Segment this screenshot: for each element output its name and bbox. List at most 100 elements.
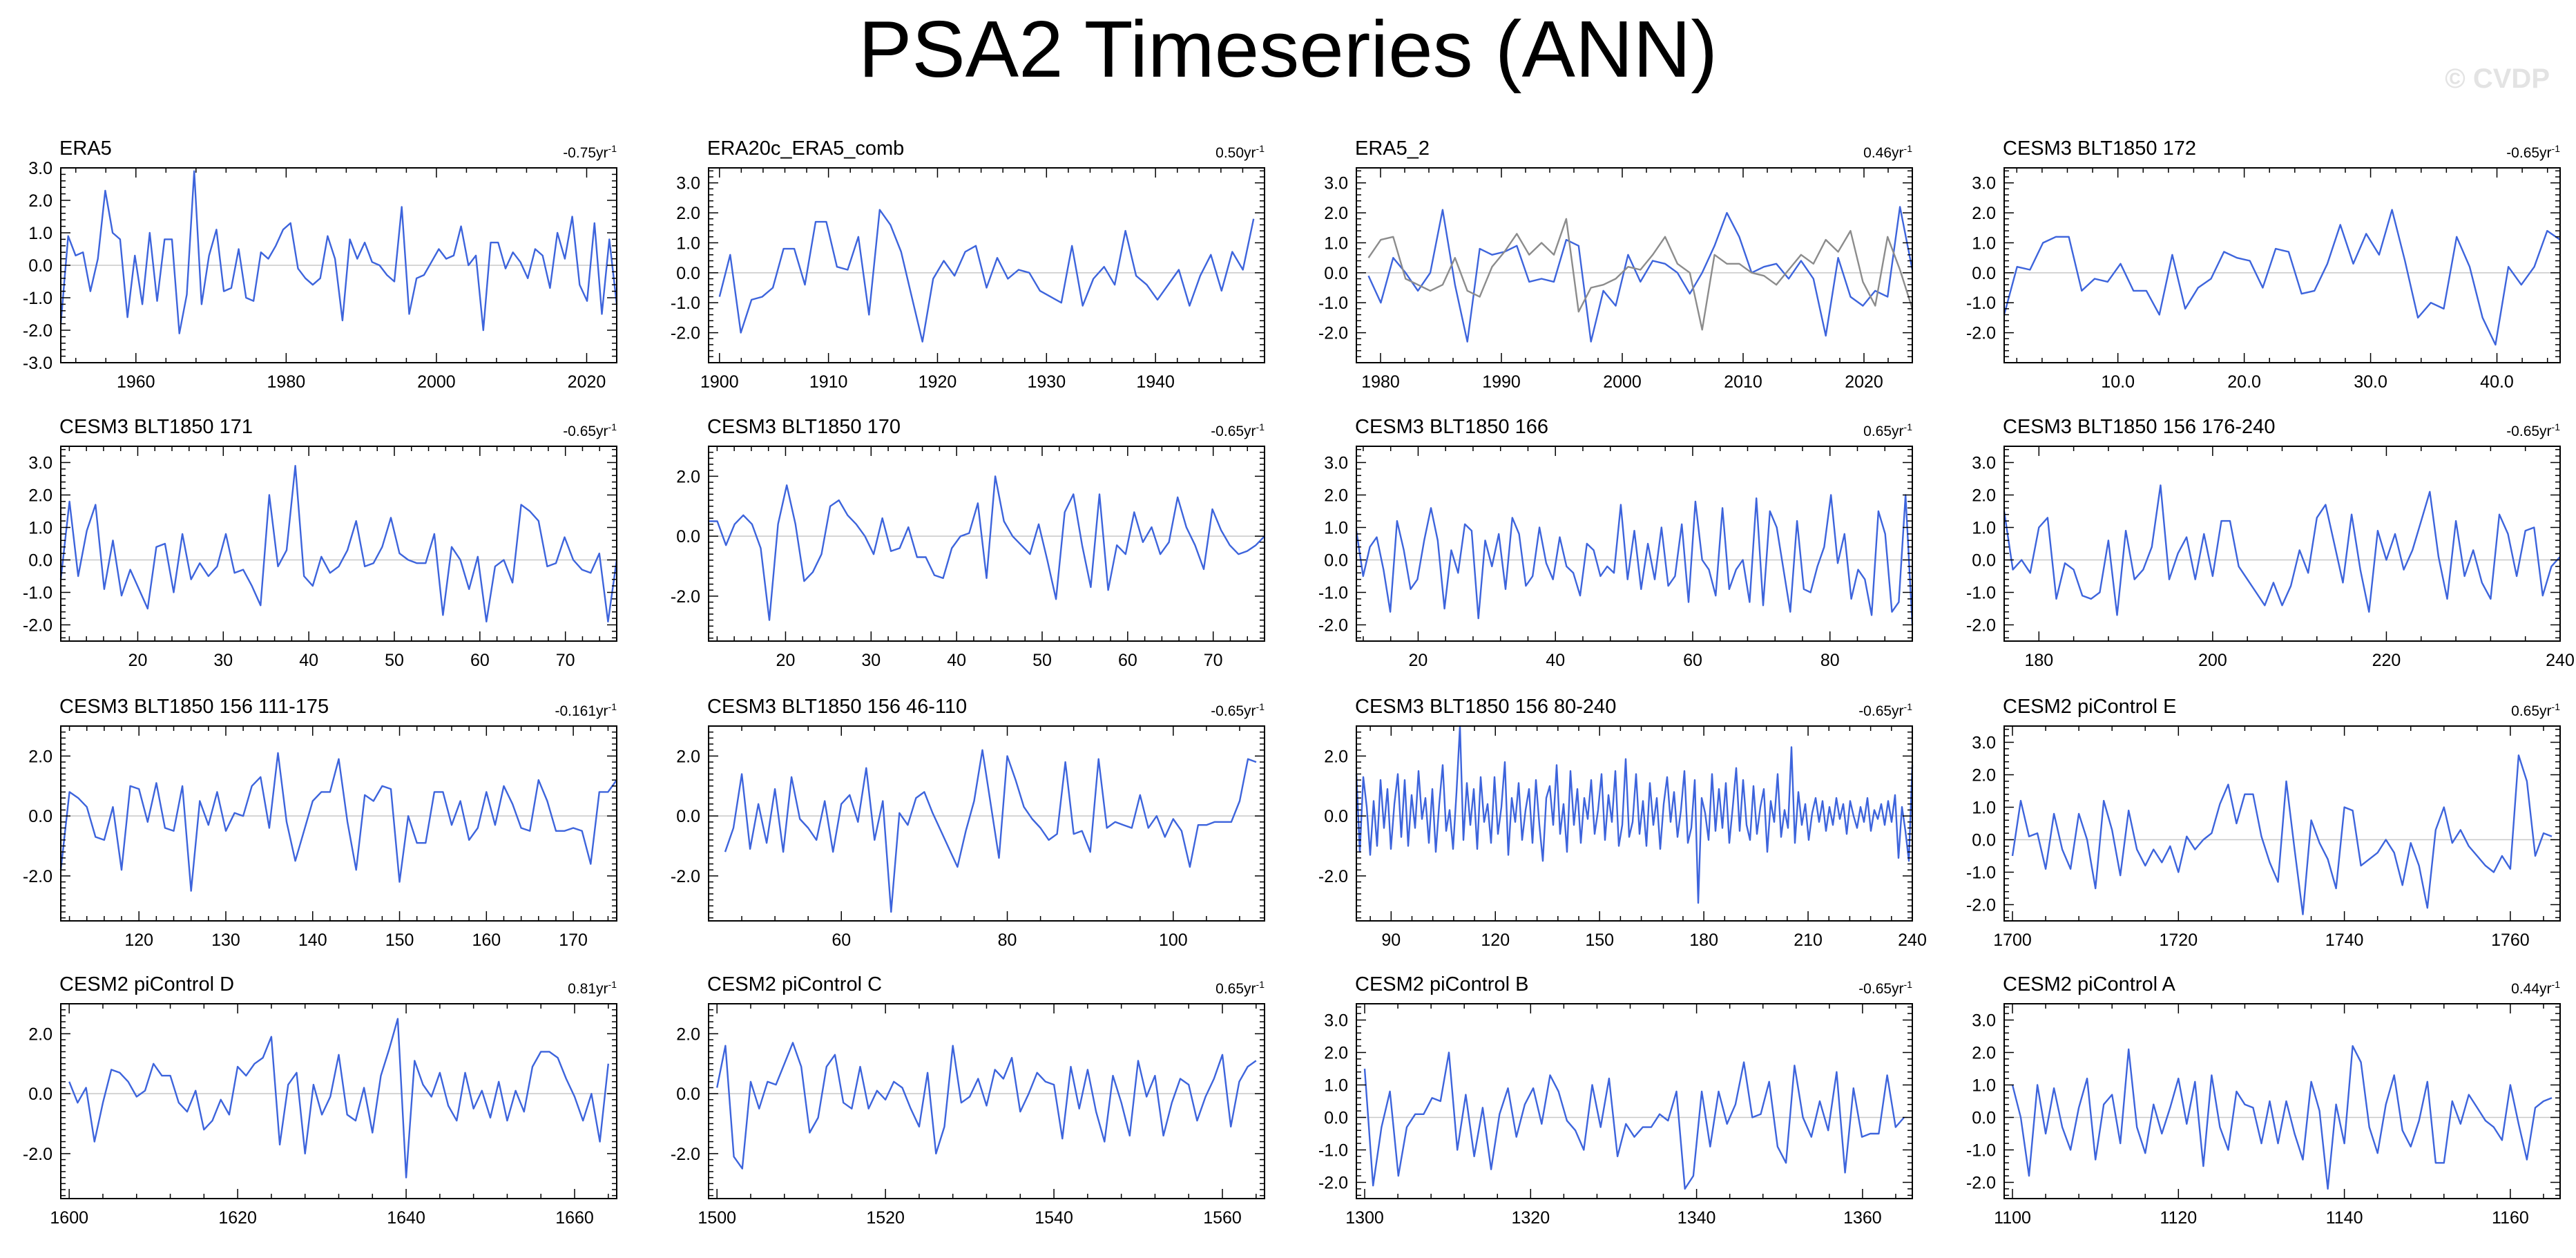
y-tick-label: 1.0 bbox=[28, 519, 52, 538]
y-tick-label: -2.0 bbox=[1318, 867, 1348, 886]
chart-title: CESM3 BLT1850 156 46-110 bbox=[707, 696, 968, 718]
x-tick-label: 30 bbox=[213, 651, 233, 670]
series-line bbox=[2003, 209, 2561, 346]
plot-frame bbox=[1356, 725, 1913, 922]
series-line bbox=[2011, 1045, 2553, 1190]
page-title: PSA2 Timeseries (ANN) bbox=[858, 4, 1718, 94]
x-tick-label: 70 bbox=[1204, 651, 1223, 670]
trend-value: 0.81yr bbox=[568, 981, 608, 997]
trend-label: 0.44yr-1 bbox=[2511, 979, 2560, 998]
x-tick-label: 220 bbox=[2372, 651, 2401, 670]
y-tick-label: 3.0 bbox=[1972, 1011, 1996, 1031]
x-tick-label: 1120 bbox=[2160, 1208, 2197, 1228]
x-tick-label: 60 bbox=[1118, 651, 1137, 670]
x-tick-label: 1700 bbox=[1993, 931, 2032, 950]
plot-frame bbox=[2003, 725, 2561, 922]
y-tick-label: -1.0 bbox=[23, 289, 52, 308]
y-tick-label: 3.0 bbox=[1972, 734, 1996, 753]
trend-exponent: -1 bbox=[2551, 979, 2560, 990]
x-tick-label: 20.0 bbox=[2227, 372, 2261, 392]
x-tick-label: 1900 bbox=[700, 372, 739, 392]
y-tick-label: 3.0 bbox=[28, 159, 52, 178]
plot-frame bbox=[708, 446, 1265, 642]
series-line bbox=[1367, 206, 1914, 343]
x-tick-label: 40 bbox=[299, 651, 318, 670]
y-tick-label: -2.0 bbox=[1966, 324, 1996, 343]
trend-value: -0.65yr bbox=[2506, 145, 2552, 161]
plot-frame bbox=[60, 1003, 617, 1199]
chart-svg: 180 200 220 240 -2.0 -1.0 0.0 1.0 2.0 3.0 bbox=[1966, 446, 2575, 670]
series-line bbox=[59, 752, 617, 892]
trend-label: -0.161yr-1 bbox=[555, 701, 617, 720]
y-tick-label: 3.0 bbox=[28, 454, 52, 473]
y-tick-label: 1.0 bbox=[1324, 234, 1348, 253]
chart-panel-cesm3-blt1850-156-46-110: CESM3 BLT1850 156 46-110 -0.65yr-1 60 80 100… bbox=[671, 696, 1265, 950]
series-line bbox=[724, 749, 1257, 913]
x-tick-label: 20 bbox=[776, 651, 796, 670]
trend-exponent: -1 bbox=[2551, 421, 2560, 432]
y-tick-label: 2.0 bbox=[1324, 486, 1348, 506]
plot-frame bbox=[1356, 167, 1913, 363]
trend-value: 0.65yr bbox=[1215, 981, 1256, 997]
trend-label: -0.65yr-1 bbox=[1211, 421, 1265, 440]
x-tick-label: 40 bbox=[947, 651, 966, 670]
x-tick-label: 1990 bbox=[1482, 372, 1521, 392]
x-tick-label: 150 bbox=[1585, 931, 1614, 950]
trend-exponent: -1 bbox=[608, 979, 617, 990]
trend-value: 0.65yr bbox=[2511, 703, 2552, 719]
plot-frame bbox=[2003, 446, 2561, 642]
y-tick-label: 2.0 bbox=[676, 1024, 700, 1044]
x-tick-label: 210 bbox=[1794, 931, 1823, 950]
y-tick-label: -2.0 bbox=[1966, 1174, 1996, 1193]
trend-value: 0.46yr bbox=[1863, 145, 1904, 161]
trend-label: 0.65yr-1 bbox=[1215, 979, 1265, 998]
chart-panel-cesm3-blt1850-156-176-240: CESM3 BLT1850 156 176-240 -0.65yr-1 180 200… bbox=[1966, 416, 2575, 670]
trend-exponent: -1 bbox=[1903, 421, 1912, 432]
trend-label: -0.65yr-1 bbox=[2506, 421, 2560, 440]
y-tick-label: 2.0 bbox=[28, 191, 52, 211]
chart-panel-era5: ERA5 -0.75yr-1 1960 1980 2000 2020 -3.0 -2.0 -1.… bbox=[23, 137, 618, 392]
plot-frame bbox=[708, 167, 1265, 363]
y-tick-label: -1.0 bbox=[1966, 294, 1996, 313]
x-tick-label: 1740 bbox=[2325, 931, 2364, 950]
plot-frame bbox=[2003, 167, 2561, 363]
y-tick-label: 2.0 bbox=[1324, 747, 1348, 766]
chart-svg: 1100 1120 1140 1160 -2.0 -1.0 0.0 1.0 2.0 3.0 bbox=[1966, 1003, 2561, 1228]
chart-svg: 1500 1520 1540 1560 -2.0 0.0 2.0 bbox=[671, 1003, 1265, 1228]
x-tick-label: 1980 bbox=[1361, 372, 1400, 392]
y-tick-label: 0.0 bbox=[28, 256, 52, 276]
x-tick-label: 50 bbox=[1032, 651, 1052, 670]
y-tick-label: -2.0 bbox=[1966, 616, 1996, 636]
y-tick-label: 1.0 bbox=[1972, 519, 1996, 538]
trend-label: 0.50yr-1 bbox=[1215, 143, 1265, 162]
y-tick-label: 0.0 bbox=[1324, 1109, 1348, 1128]
y-tick-label: 0.0 bbox=[28, 807, 52, 826]
chart-panel-era5-2: ERA5_2 0.46yr-1 1980 1990 2000 2010 2020 -2.0 -1… bbox=[1318, 137, 1914, 392]
series-line bbox=[1363, 1051, 1905, 1190]
x-tick-label: 2000 bbox=[1603, 372, 1642, 392]
x-tick-label: 120 bbox=[1481, 931, 1510, 950]
x-tick-label: 1600 bbox=[50, 1208, 88, 1228]
chart-svg: 10.0 20.0 30.0 40.0 -2.0 -1.0 0.0 1.0 2.0 3.0 bbox=[1966, 167, 2561, 392]
y-tick-label: 0.0 bbox=[1324, 264, 1348, 283]
x-tick-label: 180 bbox=[2024, 651, 2053, 670]
x-tick-label: 120 bbox=[124, 931, 153, 950]
trend-exponent: -1 bbox=[608, 701, 617, 712]
chart-svg: 20 30 40 50 60 70 -2.0 0.0 2.0 bbox=[671, 446, 1265, 670]
x-tick-label: 60 bbox=[832, 931, 851, 950]
x-tick-label: 1300 bbox=[1345, 1208, 1384, 1228]
chart-panel-cesm3-blt1850-166: CESM3 BLT1850 166 0.65yr-1 20 40 60 80 -2.0 -1.… bbox=[1318, 416, 1914, 670]
chart-panel-cesm2-picontrol-b: CESM2 piControl B -0.65yr-1 1300 1320 1340 13… bbox=[1318, 973, 1913, 1228]
chart-panel-cesm3-blt1850-171: CESM3 BLT1850 171 -0.65yr-1 20 30 40 50 60 70 -2… bbox=[23, 416, 618, 670]
x-tick-label: 90 bbox=[1381, 931, 1401, 950]
plot-frame bbox=[708, 725, 1265, 922]
x-tick-label: 1940 bbox=[1136, 372, 1175, 392]
y-tick-label: -1.0 bbox=[1318, 294, 1348, 313]
chart-title: CESM3 BLT1850 156 176-240 bbox=[2003, 416, 2276, 438]
chart-title: CESM2 piControl A bbox=[2003, 973, 2175, 995]
y-tick-label: -1.0 bbox=[1318, 1141, 1348, 1161]
x-tick-label: 2020 bbox=[1845, 372, 1883, 392]
x-tick-label: 1720 bbox=[2160, 931, 2198, 950]
y-tick-label: 3.0 bbox=[676, 174, 700, 193]
